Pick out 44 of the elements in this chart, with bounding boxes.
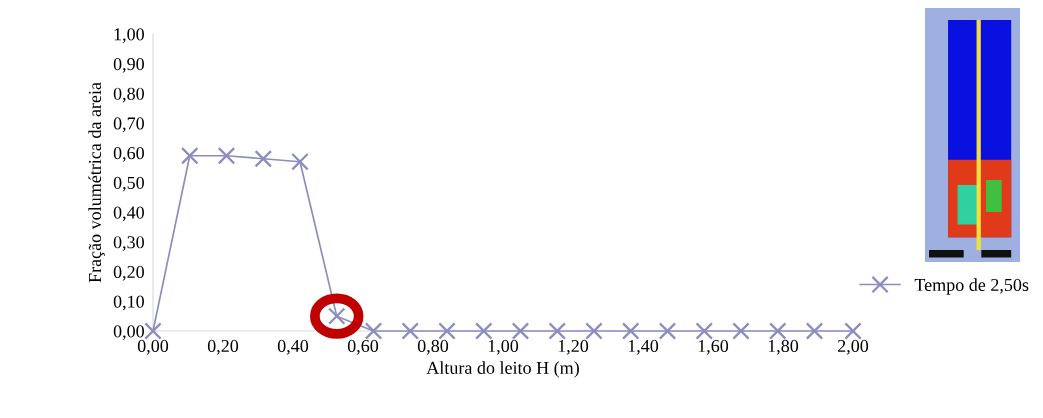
point [585, 322, 603, 340]
x-tick-label: 0,60 [347, 339, 379, 355]
x-tick-label: 1,20 [558, 339, 589, 355]
point [401, 322, 419, 340]
x-tick-label: 1,00 [488, 339, 519, 355]
point [364, 322, 383, 340]
y-tick-label: 0,40 [113, 206, 144, 222]
x-tick-label: 0,00 [137, 339, 169, 355]
y-tick-label: 0,80 [113, 87, 144, 103]
point [291, 152, 309, 171]
y-axis-title: Fração volumétrica da areia [88, 82, 105, 283]
point [622, 322, 640, 340]
y-tick-label: 0,90 [113, 57, 144, 73]
point [254, 149, 272, 168]
point [217, 147, 236, 165]
x-axis-title: Altura do leito H (m) [426, 361, 579, 378]
y-tick-label: 1,00 [114, 28, 144, 44]
x-tick-label: 1,40 [628, 339, 659, 355]
y-tick-label: 0,20 [113, 265, 144, 281]
y-tick-label: 0,00 [113, 325, 144, 341]
point [511, 322, 530, 340]
point [769, 322, 787, 340]
y-tick-label: 0,10 [113, 295, 144, 311]
y-tick-label: 0,70 [113, 117, 144, 133]
legend-label: Tempo de 2,50s [914, 278, 1029, 295]
point [658, 322, 677, 340]
y-tick-label: 0,50 [113, 176, 144, 192]
point [438, 322, 456, 340]
y-tick-label: 0,30 [113, 236, 144, 251]
x-tick-label: 2,00 [837, 339, 869, 355]
y-tick-label: 0,60 [113, 147, 144, 162]
point [695, 322, 713, 340]
x-tick-label: 1,80 [768, 339, 799, 355]
x-tick-label: 0,20 [207, 339, 239, 355]
point [181, 147, 199, 165]
point [548, 322, 566, 340]
point [732, 322, 750, 340]
x-tick-label: 1,60 [698, 339, 729, 355]
point [844, 322, 862, 340]
x-tick-label: 0,80 [417, 339, 449, 355]
x-tick-label: 0,40 [277, 339, 309, 355]
point [144, 322, 162, 340]
point [475, 322, 493, 340]
point [805, 322, 824, 340]
